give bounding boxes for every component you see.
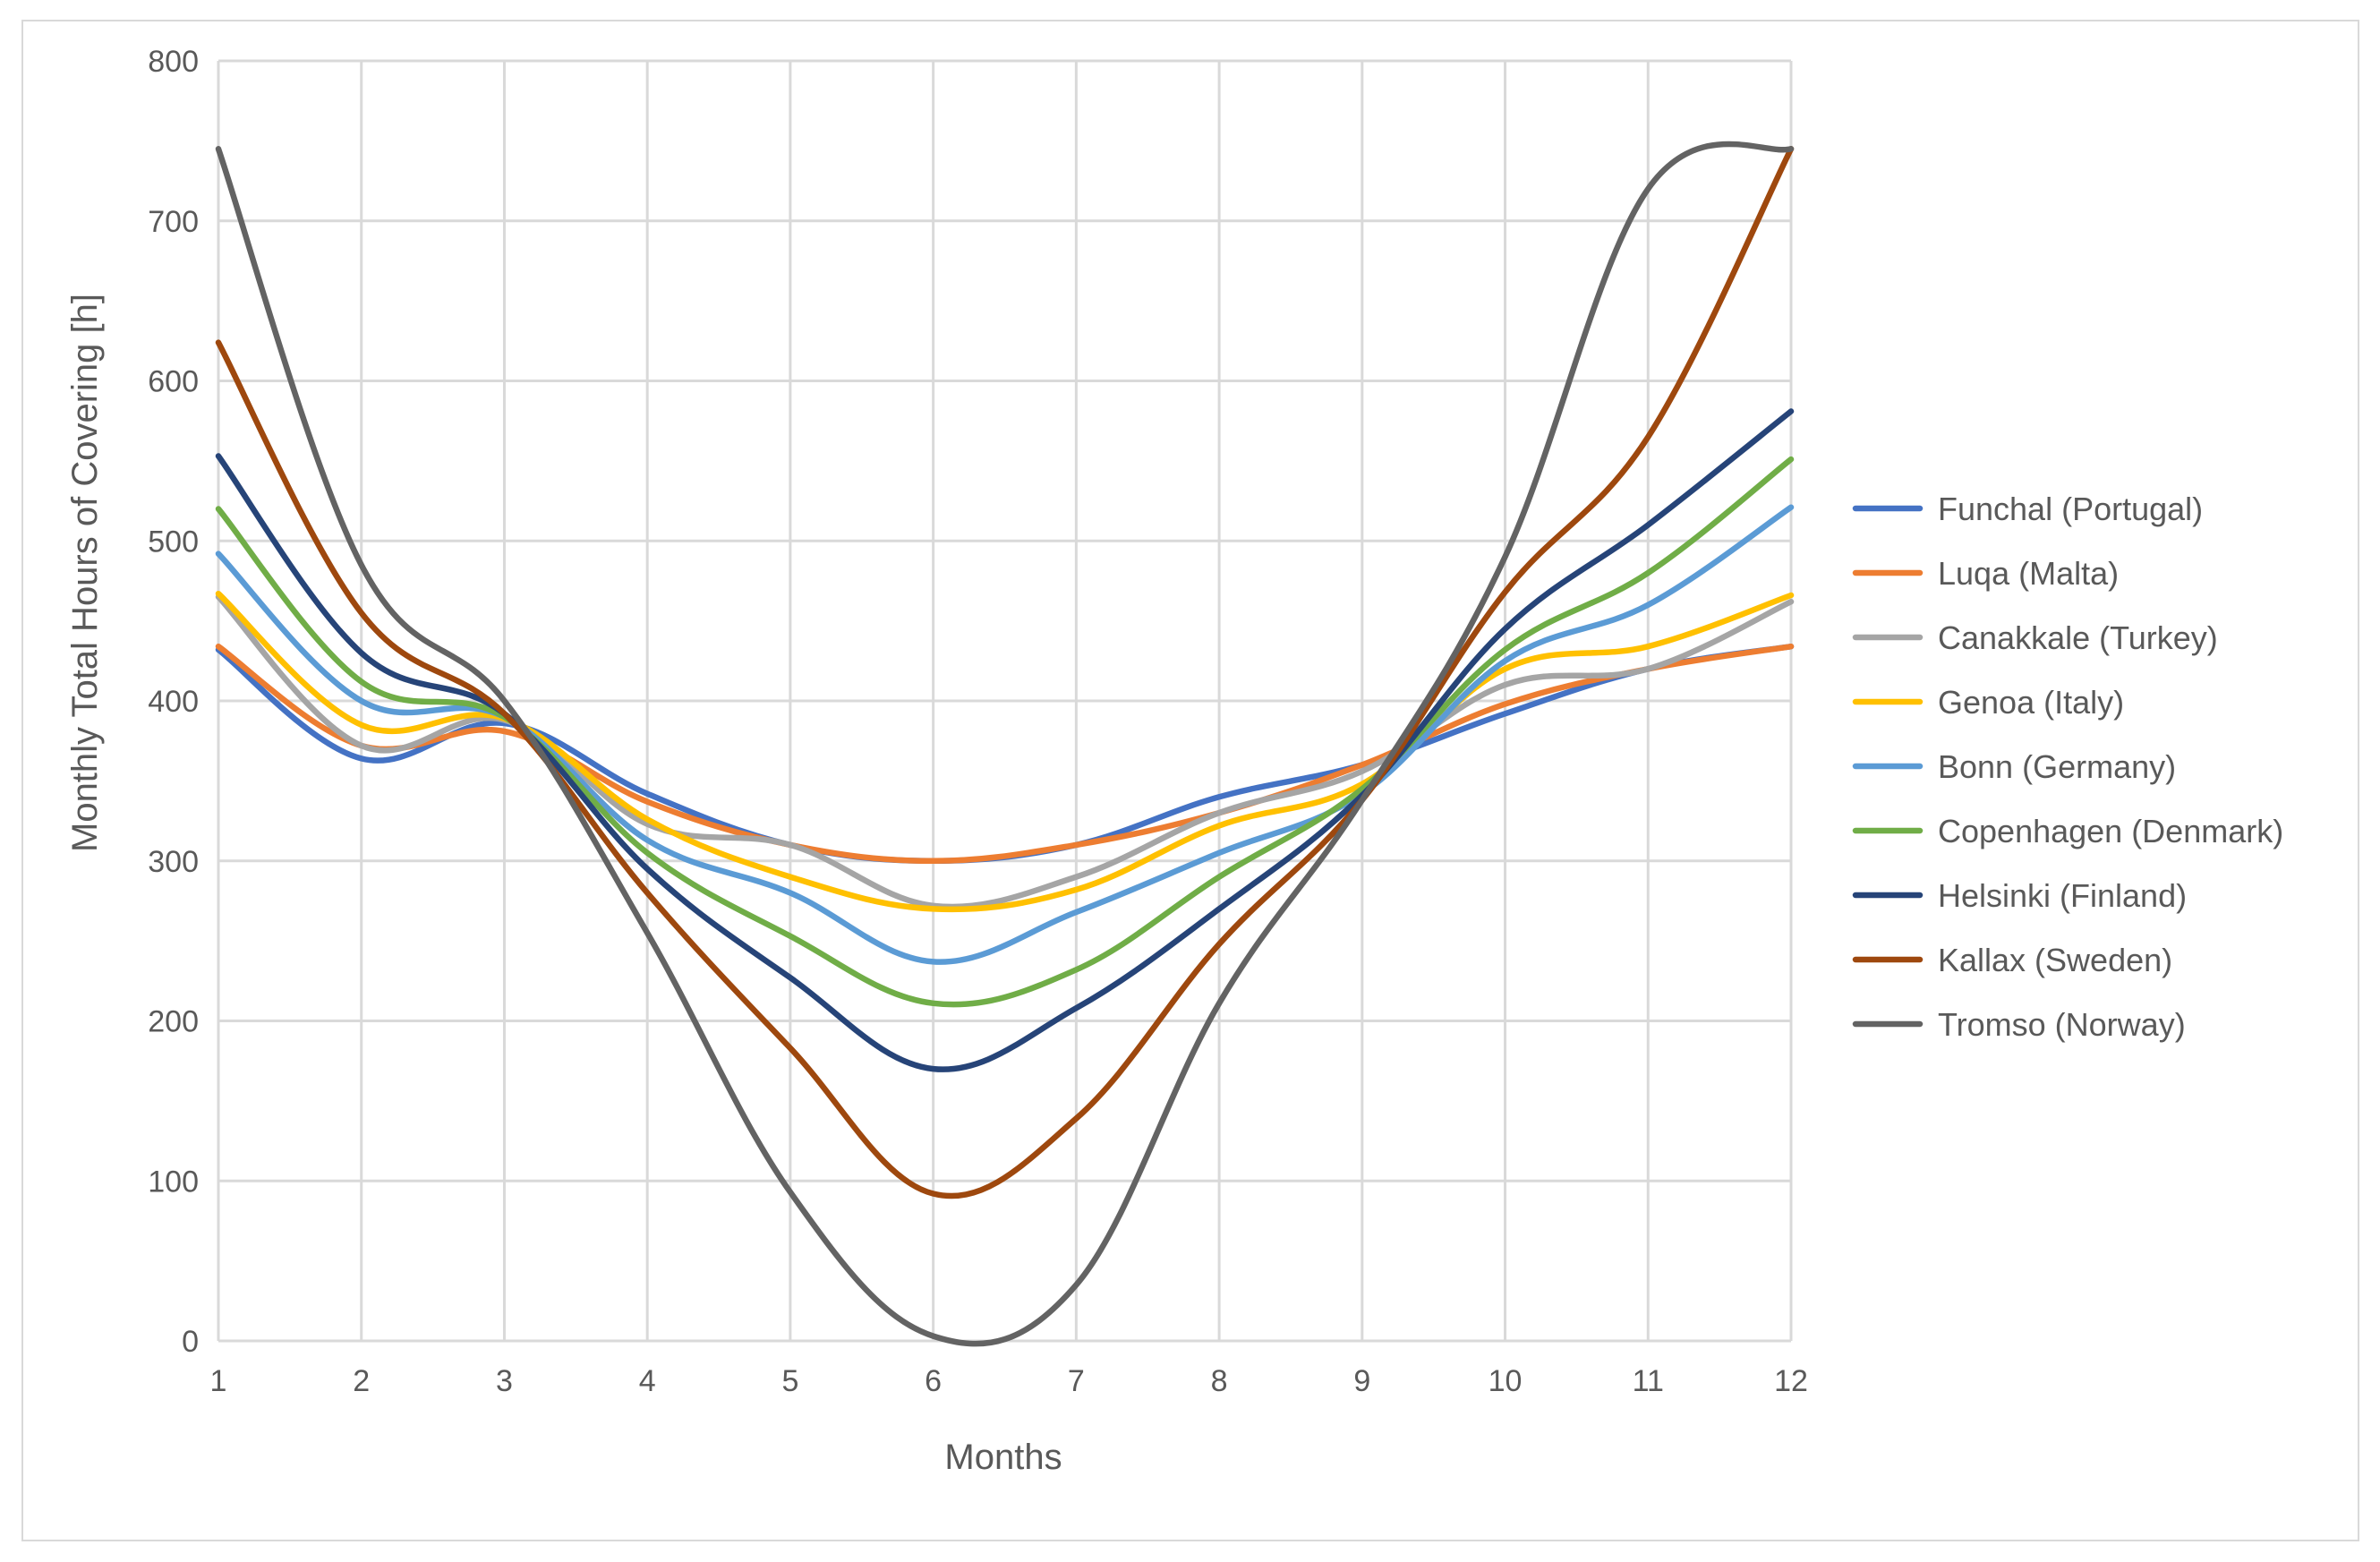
- legend-label: Tromso (Norway): [1938, 1006, 2186, 1043]
- series-line-7: [215, 408, 1795, 1072]
- legend-label: Funchal (Portugal): [1938, 491, 2203, 527]
- x-tick-label: 1: [210, 1364, 227, 1398]
- x-tick-label: 6: [925, 1364, 942, 1398]
- x-axis-title: Months: [944, 1438, 1062, 1477]
- y-tick-label: 500: [148, 525, 199, 559]
- chart-frame: 0 100 200 300 400 500 600 700 800 1 2 3 4 5 6 7 8 9 10 11 1…: [21, 20, 2359, 1541]
- legend-label: Luqa (Malta): [1938, 555, 2119, 592]
- y-tick-label: 600: [148, 365, 199, 399]
- legend-item: Bonn (Germany): [1852, 748, 2176, 785]
- legend-label: Genoa (Italy): [1938, 684, 2124, 721]
- legend-item: Funchal (Portugal): [1852, 491, 2203, 527]
- legend-item: Canakkale (Turkey): [1852, 619, 2218, 656]
- x-tick-label: 11: [1633, 1364, 1664, 1398]
- y-tick-label: 700: [148, 205, 199, 239]
- legend-label: Bonn (Germany): [1938, 748, 2176, 785]
- legend-label: Canakkale (Turkey): [1938, 619, 2218, 656]
- x-tick-label: 3: [496, 1364, 513, 1398]
- series-line-6: [215, 456, 1795, 1008]
- gridlines: [217, 59, 1793, 1343]
- legend-label: Copenhagen (Denmark): [1938, 813, 2283, 849]
- legend-item: Kallax (Sweden): [1852, 942, 2172, 978]
- x-tick-label: 7: [1068, 1364, 1085, 1398]
- series-line-8: [215, 146, 1795, 1199]
- legend-item: Tromso (Norway): [1852, 1006, 2186, 1043]
- x-tick-label: 5: [781, 1364, 798, 1398]
- series-lines: [215, 141, 1795, 1347]
- legend-item: Genoa (Italy): [1852, 684, 2124, 721]
- legend-item: Copenhagen (Denmark): [1852, 813, 2283, 849]
- y-tick-label: 800: [148, 45, 199, 79]
- y-tick-label: 100: [148, 1165, 199, 1199]
- y-tick-label: 0: [182, 1325, 199, 1359]
- series-line-9: [215, 141, 1795, 1347]
- x-axis-tick-labels: 1 2 3 4 5 6 7 8 9 10 11 12: [210, 1364, 1808, 1398]
- x-tick-label: 8: [1211, 1364, 1228, 1398]
- legend-label: Kallax (Sweden): [1938, 942, 2172, 978]
- legend: Funchal (Portugal) Luqa (Malta) Canakkale …: [1852, 491, 2283, 1043]
- series-line-4: [215, 590, 1795, 913]
- y-axis-title: Monthly Total Hours of Covering [h]: [65, 294, 105, 852]
- y-tick-label: 200: [148, 1005, 199, 1039]
- y-axis-tick-labels: 0 100 200 300 400 500 600 700 800: [148, 45, 199, 1359]
- series-line-3: [215, 593, 1795, 910]
- x-tick-label: 12: [1774, 1364, 1808, 1398]
- series-line-5: [215, 504, 1795, 965]
- x-tick-label: 2: [353, 1364, 370, 1398]
- legend-item: Luqa (Malta): [1852, 555, 2119, 592]
- legend-label: Helsinki (Finland): [1938, 877, 2187, 914]
- y-tick-label: 300: [148, 845, 199, 879]
- legend-item: Helsinki (Finland): [1852, 877, 2187, 914]
- y-tick-label: 400: [148, 685, 199, 719]
- x-tick-label: 10: [1489, 1364, 1523, 1398]
- series-line-2: [215, 643, 1795, 865]
- x-tick-label: 4: [639, 1364, 656, 1398]
- x-tick-label: 9: [1353, 1364, 1370, 1398]
